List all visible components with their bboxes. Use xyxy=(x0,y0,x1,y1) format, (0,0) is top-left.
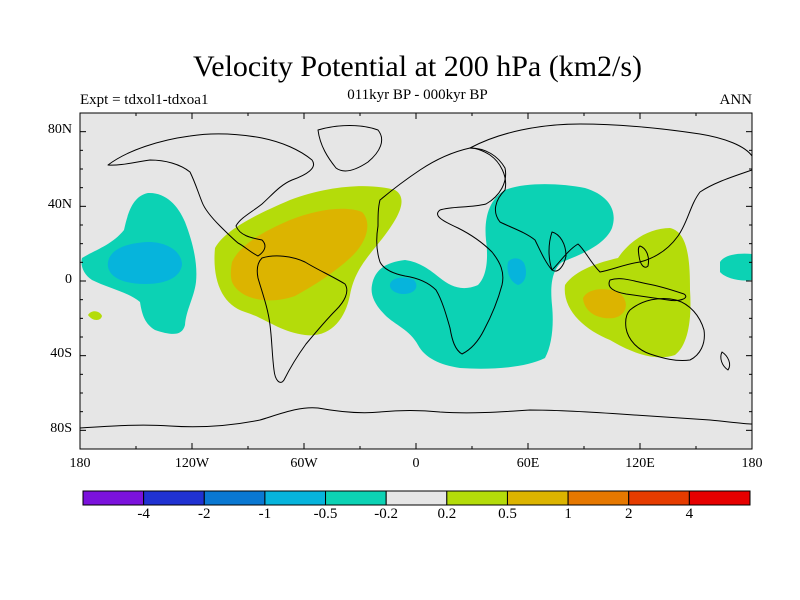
lon-label-120e: 120E xyxy=(625,456,655,471)
contour-fills xyxy=(81,184,752,369)
colorbar-label: 2 xyxy=(624,506,633,522)
lat-label-40s: 40S xyxy=(50,346,72,361)
colorbar-swatch xyxy=(143,490,205,506)
map-subtitle: 011kyr BP - 000kyr BP xyxy=(347,87,488,103)
axis-ticks xyxy=(79,112,753,450)
lon-label-60e: 60E xyxy=(516,456,540,471)
coast-philippines xyxy=(637,245,649,268)
colorbar-swatch xyxy=(567,490,630,506)
colorbar-label: 0.5 xyxy=(498,506,517,522)
colorbar-swatch xyxy=(688,490,751,506)
coast-indonesia xyxy=(608,278,687,301)
season-label: ANN xyxy=(719,92,753,108)
negative-core-east-africa xyxy=(507,258,526,285)
lon-label-180w: 180 xyxy=(69,456,91,471)
negative-region-africa-indian xyxy=(371,184,614,369)
coast-europe-africa xyxy=(376,147,507,355)
lat-label-eq: 0 xyxy=(65,272,72,287)
negative-region-west-pacific xyxy=(720,253,752,281)
colorbar-label: -0.2 xyxy=(374,506,399,522)
colorbar-swatch xyxy=(628,490,690,506)
coast-greenland xyxy=(317,125,383,172)
lat-label-80s: 80S xyxy=(50,421,72,436)
coastlines xyxy=(79,123,753,429)
colorbar-swatch xyxy=(385,490,448,506)
colorbar-label: -4 xyxy=(137,506,150,522)
coast-antarctica xyxy=(79,407,753,429)
colorbar-swatch xyxy=(325,490,387,506)
map-title: Velocity Potential at 200 hPa (km2/s) xyxy=(192,50,643,83)
colorbar-label: 0.2 xyxy=(437,506,457,522)
colorbar-label: 4 xyxy=(685,506,694,522)
positive-region-pacific-dot xyxy=(88,311,102,320)
coast-new-zealand xyxy=(720,351,731,371)
map-plot xyxy=(79,112,753,450)
coast-south-america xyxy=(256,255,348,383)
coast-india xyxy=(548,231,567,272)
colorbar-swatch xyxy=(82,490,145,506)
coast-asia xyxy=(469,123,753,273)
lon-label-120w: 120W xyxy=(174,456,210,471)
positive-core-indian-ocean xyxy=(583,289,626,319)
colorbar-swatch xyxy=(203,490,266,506)
positive-region-maritime-continent xyxy=(564,228,691,358)
colorbar-label: 1 xyxy=(564,506,572,522)
coast-australia xyxy=(625,297,705,361)
lat-label-40n: 40N xyxy=(47,197,72,212)
colorbar-label: -0.5 xyxy=(313,506,338,522)
colorbar-label: -1 xyxy=(258,506,272,522)
coast-north-america xyxy=(107,133,314,257)
negative-core-atlantic xyxy=(389,277,417,294)
lon-label-0: 0 xyxy=(412,456,420,471)
lat-label-80n: 80N xyxy=(47,122,72,137)
positive-core-americas xyxy=(230,208,368,301)
lon-label-180e: 180 xyxy=(741,456,763,471)
lon-label-60w: 60W xyxy=(290,456,318,471)
negative-core-pacific xyxy=(107,242,182,284)
colorbar-swatch xyxy=(506,490,569,506)
colorbar xyxy=(82,490,751,506)
colorbar-swatch xyxy=(446,490,508,506)
experiment-label: Expt = tdxol1-tdxoa1 xyxy=(80,92,209,108)
colorbar-swatch xyxy=(264,490,327,506)
colorbar-label: -2 xyxy=(198,506,211,522)
